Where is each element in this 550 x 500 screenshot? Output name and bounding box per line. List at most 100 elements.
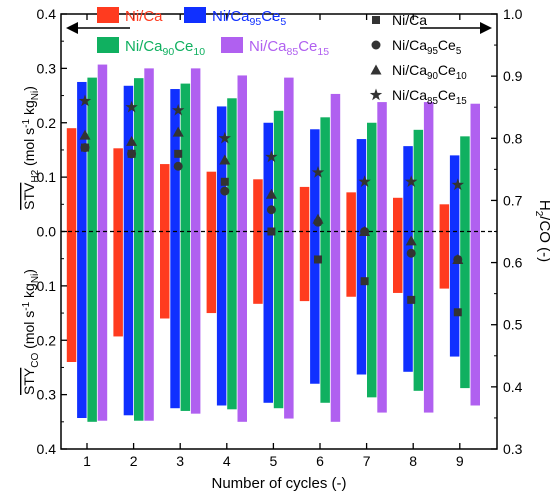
left-axis-label-top-unit-close: ) (21, 86, 37, 91)
ratio-marker-circle-c3 (220, 186, 230, 196)
legend-swatch-s1 (184, 7, 206, 23)
legend-label-ratio-s2-prefix: Ni/Ca (392, 62, 427, 78)
bar-sty-h2-s2-c2 (180, 83, 191, 232)
legend-marker-star (369, 88, 383, 101)
legend-label-ratio-s1-prefix: Ni/Ca (392, 37, 427, 53)
left-axis-label-bottom-unit: (mol s (21, 311, 37, 353)
bar-sty-h2-s3-c4 (284, 77, 294, 232)
bar-sty-co-s1-c1 (123, 231, 134, 416)
bar-sty-co-s3-c3 (237, 231, 247, 422)
left-axis-label-top-sub: H2 (30, 169, 41, 182)
left-tick-label: 0.4 (37, 441, 57, 457)
ratio-marker-circle-c0 (80, 143, 90, 153)
x-tick-label: 3 (176, 453, 184, 469)
bar-sty-h2-s3-c5 (330, 93, 341, 232)
bar-sty-co-s2-c2 (180, 231, 191, 411)
bar-sty-co-s3-c8 (470, 231, 480, 406)
right-axis-label-rest: /CO (-) (536, 216, 550, 262)
legend-label-ratio-s2-el: Ce (438, 62, 456, 78)
bar-sty-co-s2-c3 (227, 231, 237, 410)
left-tick-label: 0.0 (37, 224, 57, 240)
bar-sty-co-s2-c1 (134, 231, 144, 421)
bar-sty-co-s3-c6 (377, 231, 387, 413)
ratio-marker-triangle-c3 (219, 154, 231, 165)
ratio-marker-triangle-c8 (452, 253, 464, 264)
legend-label-bar-s3-sub: 85 (287, 46, 299, 58)
bar-sty-h2-s2-c1 (134, 78, 144, 232)
ratio-marker-star-c5 (311, 165, 325, 178)
left-axis-label-top-unit-rest: kg (21, 100, 37, 119)
legend-label-ratio-s3: Ni/Ca85Ce15 (392, 87, 467, 107)
ratio-marker-star-c8 (451, 178, 464, 191)
x-tick-label: 6 (316, 453, 324, 469)
legend-marker-circle (371, 40, 381, 50)
bar-sty-co-s3-c4 (284, 231, 294, 419)
bar-sty-co-s2-c5 (320, 231, 330, 403)
legend-swatch-s0 (97, 7, 119, 23)
legend-label-ratio-s0-prefix: Ni/Ca (392, 12, 427, 28)
bar-sty-h2-s1-c4 (263, 122, 273, 232)
x-tick-label: 4 (223, 453, 231, 469)
bar-sty-h2-s3-c1 (144, 68, 154, 232)
legend-swatch-s3 (221, 37, 243, 53)
bar-sty-h2-s3-c2 (190, 68, 201, 232)
left-axis-label-top: STVH2 (mol s-1 kgNi) (21, 86, 41, 210)
axis-labels-layer: Number of cycles (-)STVH2 (mol s-1 kgNi)… (21, 22, 550, 492)
bar-sty-h2-s0-c2 (160, 164, 170, 232)
ratio-marker-star-c4 (265, 150, 278, 163)
bar-sty-h2-s1-c1 (123, 85, 134, 232)
bar-sty-co-s2-c4 (273, 231, 284, 409)
ratio-marker-star-c3 (218, 131, 231, 144)
bar-sty-h2-s1-c2 (170, 89, 180, 232)
bar-sty-co-s0-c1 (113, 231, 123, 337)
bar-sty-h2-s2-c4 (273, 110, 284, 232)
left-axis-label-bottom-unit-sub: Ni (30, 274, 41, 283)
bar-sty-h2-s1-c3 (216, 106, 227, 232)
left-axis-arrow-head (66, 22, 78, 34)
x-tick-label: 2 (130, 453, 138, 469)
left-axis-label-top-unit-sub: Ni (30, 91, 41, 100)
x-tick-label: 5 (270, 453, 278, 469)
ratio-marker-circle-c2 (173, 161, 183, 171)
ratio-marker-star-c6 (358, 175, 371, 188)
bar-sty-h2-s0-c7 (393, 197, 403, 232)
ratio-marker-star-c1 (125, 100, 138, 113)
ratio-marker-circle-c4 (266, 205, 276, 215)
ratio-marker-star-c7 (405, 175, 418, 188)
bar-sty-co-s0-c6 (346, 231, 356, 297)
bar-sty-co-s0-c7 (393, 231, 403, 293)
left-tick-label: 0.2 (37, 115, 57, 131)
bar-sty-h2-s1-c7 (403, 146, 413, 232)
bar-sty-co-s0-c4 (253, 231, 263, 304)
bar-sty-co-s2-c8 (460, 231, 470, 389)
bar-sty-co-s0-c2 (160, 231, 170, 319)
ratio-marker-square-c3 (220, 177, 229, 186)
right-tick-label: 0.6 (503, 255, 523, 271)
left-axis-label-bottom-unit-rest: kg (21, 283, 37, 302)
bar-sty-h2-s1-c0 (77, 81, 87, 232)
bar-sty-co-s0-c0 (66, 231, 77, 362)
legend-label-bar-s0: Ni/Ca (125, 8, 163, 25)
legend-label-bar-s3-prefix: Ni/Ca (249, 38, 287, 55)
bar-sty-co-s0-c3 (206, 231, 217, 314)
legend-marker-square (372, 16, 380, 24)
bar-sty-h2-s2-c7 (413, 129, 424, 232)
left-tick-label: 0.4 (37, 6, 57, 22)
ratio-marker-star-c0 (78, 94, 92, 107)
ratio-marker-square-c7 (407, 295, 416, 304)
bar-sty-h2-s0-c0 (66, 128, 77, 232)
bar-sty-co-s0-c8 (439, 231, 450, 289)
bar-sty-co-s3-c7 (423, 231, 434, 413)
legend-marker-triangle (370, 64, 382, 75)
bar-sty-h2-s2-c0 (87, 77, 97, 232)
x-tick-label: 8 (409, 453, 417, 469)
legend-label-bar-s0-prefix: Ni/Ca (125, 8, 163, 25)
bar-sty-co-s3-c5 (330, 231, 341, 422)
bar-sty-co-s0-c5 (299, 231, 310, 302)
legend-label-bar-s1-sub: 5 (280, 16, 286, 28)
bar-sty-co-s1-c3 (216, 231, 227, 406)
legend-label-bar-s3-el: Ce (298, 38, 317, 55)
right-axis-label-main: H (536, 200, 550, 211)
